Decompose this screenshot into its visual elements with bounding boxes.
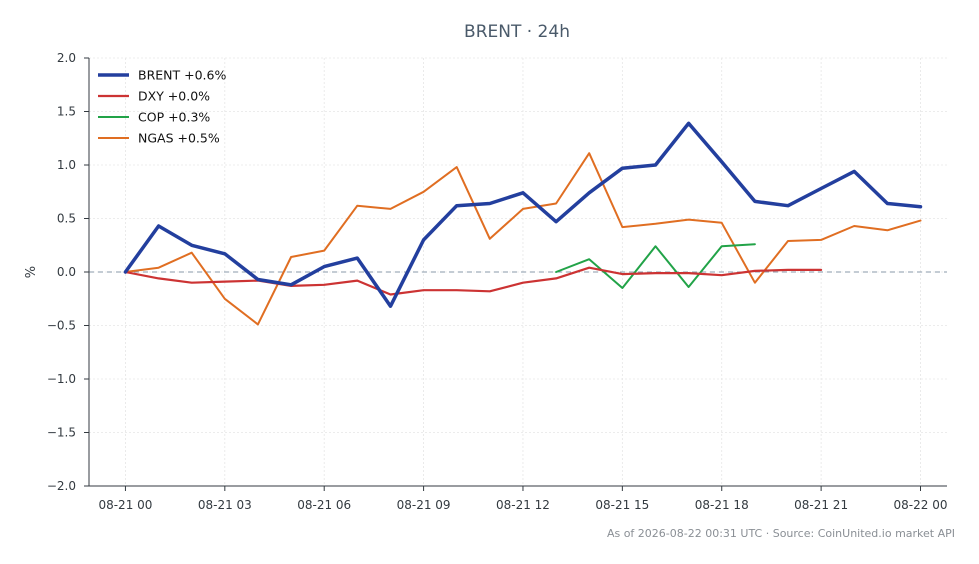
y-axis-label: % [24, 266, 39, 278]
x-tick-label: 08-21 00 [98, 498, 152, 512]
source-footer: As of 2026-08-22 00:31 UTC · Source: Coi… [607, 527, 955, 540]
y-axis-ticks: 2.0 1.5 1.0 0.5 0.0 −0.5 −1.0 −1.5 −2.0 [47, 51, 89, 493]
y-tick-label: 2.0 [57, 51, 76, 65]
x-tick-label: 08-22 00 [894, 498, 948, 512]
y-tick-label: 0.0 [57, 265, 76, 279]
y-tick-label: 0.5 [57, 212, 76, 226]
x-tick-label: 08-21 21 [794, 498, 848, 512]
x-axis-ticks: 08-21 00 08-21 03 08-21 06 08-21 09 08-21 12… [98, 486, 947, 512]
x-tick-label: 08-21 15 [595, 498, 649, 512]
x-tick-label: 08-21 18 [695, 498, 749, 512]
series-line-brent [123, 121, 923, 308]
y-tick-label: 1.5 [57, 105, 76, 119]
y-tick-label: 1.0 [57, 158, 76, 172]
series-line-cop [555, 243, 756, 289]
x-tick-label: 08-21 06 [297, 498, 351, 512]
y-tick-label: −1.5 [47, 426, 76, 440]
legend-label-ngas: NGAS +0.5% [138, 131, 220, 146]
y-tick-label: −0.5 [47, 319, 76, 333]
chart-title: BRENT · 24h [464, 22, 570, 42]
x-tick-label: 08-21 03 [198, 498, 252, 512]
legend: BRENT +0.6% DXY +0.0% COP +0.3% NGAS +0.5% [98, 68, 226, 146]
x-tick-label: 08-21 12 [496, 498, 550, 512]
x-tick-label: 08-21 09 [397, 498, 451, 512]
series-layer [123, 121, 923, 326]
series-line-ngas [124, 152, 922, 326]
y-tick-label: −1.0 [47, 372, 76, 386]
y-tick-label: −2.0 [47, 479, 76, 493]
legend-label-brent: BRENT +0.6% [138, 68, 226, 83]
series-line-dxy [124, 266, 823, 296]
legend-label-cop: COP +0.3% [138, 110, 210, 125]
legend-label-dxy: DXY +0.0% [138, 89, 210, 104]
